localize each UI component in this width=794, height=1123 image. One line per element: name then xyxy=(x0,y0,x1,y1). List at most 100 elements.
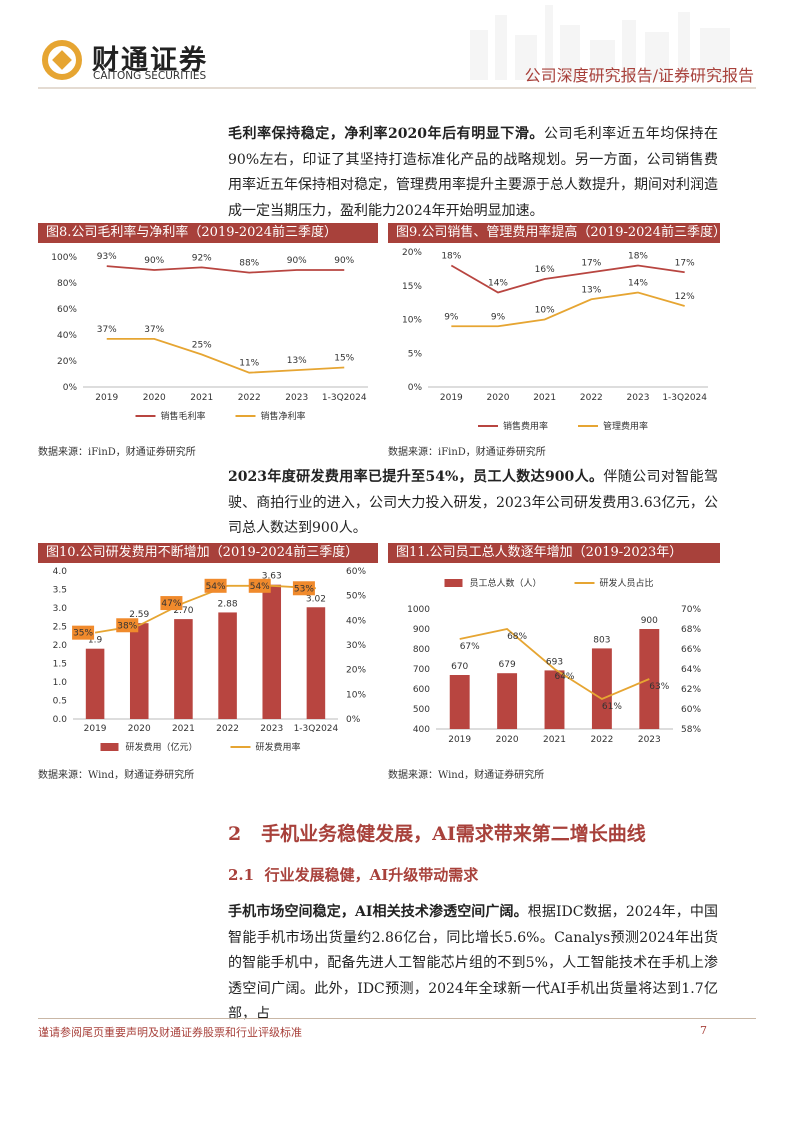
chart: 0.0 0.5 1.0 1.5 2.0 2.5 3.0 3.5 4.0 0% 10% 20% 30% 40… xyxy=(53,567,367,753)
y2-tick-label: 64% xyxy=(681,665,701,675)
value-label: 54% xyxy=(206,582,226,592)
label-box xyxy=(160,596,183,611)
bar xyxy=(449,675,470,729)
report-type: 公司深度研究报告/证券研究报告 xyxy=(524,66,754,85)
value-label: 92% xyxy=(192,253,212,263)
value-label: 61% xyxy=(602,702,622,712)
y-tick-label: 20% xyxy=(57,357,77,367)
section-title: 手机业务稳健发展，AI需求带来第二增长曲线 xyxy=(261,823,646,845)
y2-tick-label: 68% xyxy=(681,625,701,635)
value-label: 47% xyxy=(161,599,181,609)
y-tick-label: 60% xyxy=(57,305,77,315)
legend-label: 销售毛利率 xyxy=(161,410,206,422)
subsection-number: 2.1 xyxy=(228,866,255,884)
value-label: 25% xyxy=(192,341,212,351)
y2-tick-label: 70% xyxy=(681,605,701,615)
x-tick-label: 2020 xyxy=(128,724,151,734)
bar xyxy=(306,607,326,719)
legend-label: 研发费用率 xyxy=(256,741,301,753)
source: 数据来源：Wind，财通证券研究所 xyxy=(388,770,545,781)
body: 伴随公司对智能驾驶、商拍行业的进入，公司大力投入研发，2023年公司研发费用3.… xyxy=(228,469,719,536)
value-label: 37% xyxy=(97,325,117,335)
y-tick-label: 700 xyxy=(413,665,430,675)
legend-swatch xyxy=(100,743,119,751)
value-label: 64% xyxy=(554,672,574,682)
bar xyxy=(218,612,237,719)
x-tick-label: 2021 xyxy=(190,393,213,403)
value-label: 35% xyxy=(73,629,93,639)
y-tick-label: 500 xyxy=(413,705,430,715)
y-tick-label: 0.0 xyxy=(53,715,68,725)
value-label: 63% xyxy=(649,682,669,692)
y-tick-label: 100% xyxy=(51,253,77,263)
value-label: 13% xyxy=(581,285,601,295)
legend-label: 研发人员占比 xyxy=(600,577,654,589)
line xyxy=(451,291,685,328)
y-tick-label: 0% xyxy=(408,383,423,393)
bar xyxy=(639,629,660,729)
y-tick-label: 1.0 xyxy=(53,678,68,688)
value-label: 3.63 xyxy=(262,572,282,582)
value-label: 67% xyxy=(460,642,480,652)
header-graphics xyxy=(38,5,756,89)
value-label: 90% xyxy=(334,256,354,266)
value-label: 679 xyxy=(499,660,516,670)
y2-tick-label: 0% xyxy=(346,715,361,725)
source: 数据来源：iFinD，财通证券研究所 xyxy=(388,447,546,458)
y-tick-label: 400 xyxy=(413,725,430,735)
body: 公司毛利率近五年均保持在90%左右，印证了其坚持打造标准化产品的战略规划。另一方… xyxy=(228,126,718,219)
y-tick-label: 3.5 xyxy=(53,586,67,596)
value-label: 93% xyxy=(97,252,117,262)
value-label: 10% xyxy=(535,306,555,316)
y2-tick-label: 50% xyxy=(346,592,366,602)
lead: 毛利率保持稳定，净利率2020年后有明显下滑。 xyxy=(228,126,544,142)
y-tick-label: 15% xyxy=(402,282,422,292)
subsection-heading: 2.1 行业发展稳健，AI升级带动需求 xyxy=(228,864,478,885)
x-tick-label: 2021 xyxy=(543,735,566,745)
legend-swatch xyxy=(444,579,463,587)
line xyxy=(450,264,685,294)
x-tick-label: 2023 xyxy=(285,393,308,403)
figure-title: 图10.公司研发费用不断增加（2019-2024前三季度） xyxy=(38,543,378,563)
label-box xyxy=(116,618,139,633)
y2-tick-label: 66% xyxy=(681,645,701,655)
y-tick-label: 800 xyxy=(413,645,430,655)
value-label: 2.88 xyxy=(218,599,238,609)
paragraph: 2023年度研发费用率已提升至54%，员工人数达900人。伴随公司对智能驾驶、商… xyxy=(228,465,718,542)
y-tick-label: 900 xyxy=(413,625,430,635)
legend-label: 员工总人数（人） xyxy=(470,577,542,589)
value-label: 1.9 xyxy=(88,636,103,646)
value-label: 90% xyxy=(287,256,307,266)
page-number: 7 xyxy=(700,1024,707,1037)
bar xyxy=(174,619,193,719)
y2-tick-label: 40% xyxy=(346,616,366,626)
bar xyxy=(591,648,612,729)
value-label: 68% xyxy=(507,632,527,642)
label-box xyxy=(204,578,227,593)
y-tick-label: 600 xyxy=(413,685,430,695)
x-tick-label: 2022 xyxy=(590,735,613,745)
value-label: 2.70 xyxy=(173,606,193,616)
value-label: 53% xyxy=(294,584,314,594)
section-number: 2 xyxy=(228,823,242,845)
y2-tick-label: 20% xyxy=(346,666,366,676)
y-tick-label: 2.5 xyxy=(53,623,67,633)
y-tick-label: 10% xyxy=(402,316,422,326)
bar xyxy=(544,670,565,729)
paragraph: 手机市场空间稳定，AI相关技术渗透空间广阔。根据IDC数据，2024年，中国智能… xyxy=(228,900,718,1028)
line xyxy=(459,628,650,701)
figure-title: 图11.公司员工总人数逐年增加（2019-2023年） xyxy=(388,543,720,563)
chart: 0% 20% 40% 60% 80% 100% 2019 2020 2021 2022 2023 1-… xyxy=(51,252,368,422)
x-tick-label: 2022 xyxy=(238,393,261,403)
y2-tick-label: 30% xyxy=(346,641,366,651)
value-label: 13% xyxy=(287,356,307,366)
brand: 财通证券 xyxy=(92,45,208,76)
value-label: 17% xyxy=(675,258,695,268)
chart: 0% 5% 10% 15% 20% 2019 2020 2021 2022 2023 1-3Q202… xyxy=(402,248,708,432)
bar xyxy=(497,673,518,729)
x-tick-label: 2019 xyxy=(448,735,471,745)
x-tick-label: 2019 xyxy=(84,724,107,734)
x-tick-label: 2020 xyxy=(143,393,166,403)
value-label: 14% xyxy=(488,279,508,289)
figure-title: 图9.公司销售、管理费用率提高（2019-2024前三季度） xyxy=(388,223,720,243)
